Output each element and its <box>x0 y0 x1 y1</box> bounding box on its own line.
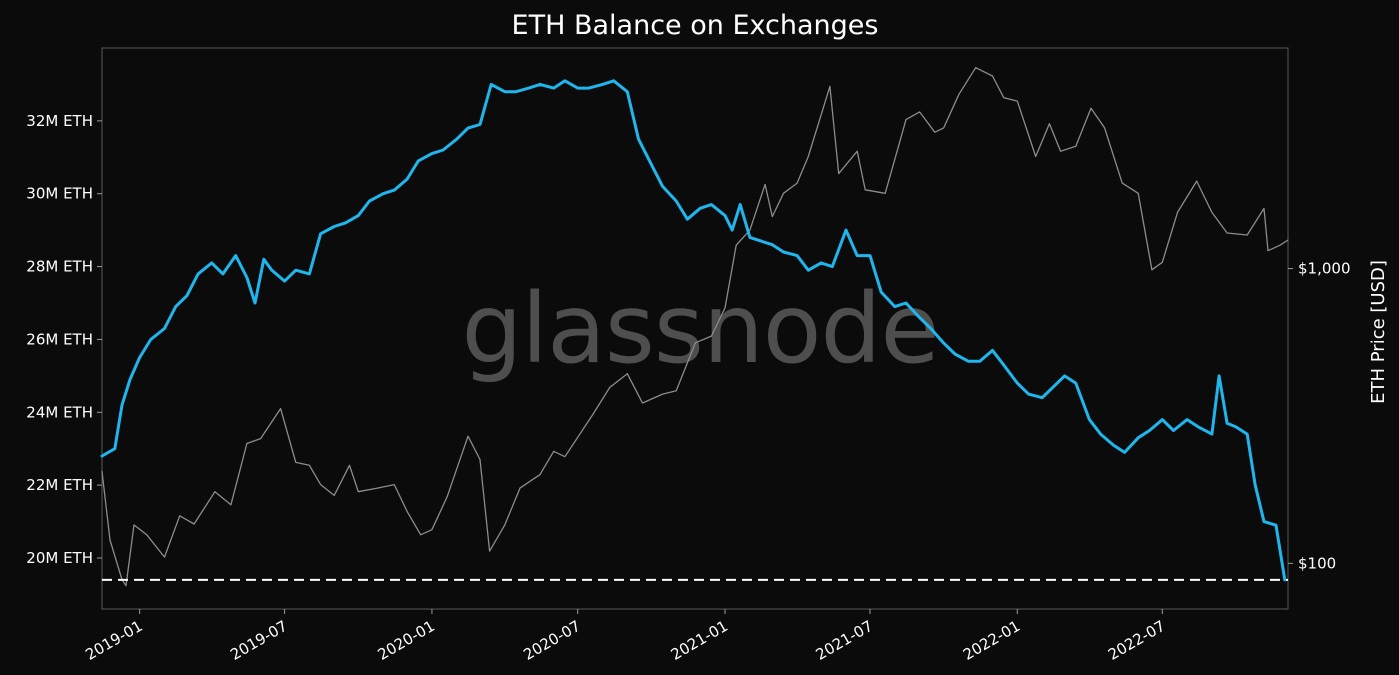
balance-series-line <box>100 79 1287 582</box>
left-axis-ticks: 20M ETH 22M ETH 24M ETH 26M ETH 28M ETH 30M E… <box>26 112 102 567</box>
left-tick-label: 22M ETH <box>26 476 93 494</box>
left-tick-label: 28M ETH <box>26 258 93 276</box>
plot-area <box>101 47 1289 610</box>
left-tick-label: 26M ETH <box>26 330 93 348</box>
price-series-line <box>101 67 1289 587</box>
right-tick-label: $100 <box>1298 554 1336 572</box>
left-tick-label: 32M ETH <box>26 112 93 130</box>
left-tick-label: 30M ETH <box>26 185 93 203</box>
right-tick-label: $1,000 <box>1298 260 1351 278</box>
chart-title: ETH Balance on Exchanges <box>512 10 879 41</box>
price-series-layer <box>101 67 1289 587</box>
watermark: glassnode <box>461 273 938 385</box>
balance-series-layer <box>100 79 1287 582</box>
right-axis-title: ETH Price [USD] <box>1368 260 1389 404</box>
left-tick-label: 24M ETH <box>26 403 93 421</box>
left-tick-label: 20M ETH <box>26 549 93 567</box>
right-axis-ticks: $100 $1,000 <box>1288 260 1351 572</box>
